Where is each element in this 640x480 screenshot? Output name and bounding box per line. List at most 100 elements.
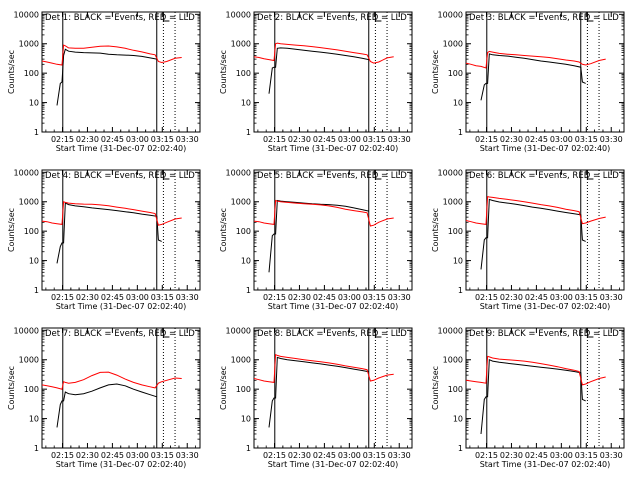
- x-axis-label: Start Time (31-Dec-07 02:02:40): [480, 144, 611, 153]
- y-tick-label: 1: [246, 286, 251, 295]
- detector-panel-8: Det 8: BLACK = Events, RED = LLD 1 10 100 10…: [219, 326, 413, 469]
- y-tick-label: 10: [241, 415, 251, 424]
- x-tick-label: 03:30: [388, 135, 411, 144]
- y-tick-label: 1000: [19, 198, 39, 207]
- detector-panel-6: Det 6: BLACK = Events, RED = LLD 1 10 100 10…: [431, 168, 625, 311]
- series-line-events: [56, 48, 157, 106]
- x-tick-label: 02:45: [525, 135, 548, 144]
- plot-frame: [253, 327, 413, 449]
- interval-bracket: [374, 171, 382, 180]
- plot-frame: [41, 169, 201, 291]
- y-tick-label: 100: [236, 69, 251, 78]
- x-axis-label: Start Time (31-Dec-07 02:02:40): [268, 144, 399, 153]
- x-tick-label: 02:45: [313, 135, 336, 144]
- x-tick-label: 03:15: [575, 451, 598, 460]
- y-tick-label: 1: [34, 444, 39, 453]
- x-tick-label: 03:30: [388, 451, 411, 460]
- y-tick-label: 100: [448, 69, 463, 78]
- y-tick-label: 10: [241, 99, 251, 108]
- panel-title: Det 1: BLACK = Events, RED = LLD: [45, 13, 195, 23]
- y-tick-label: 1: [458, 444, 463, 453]
- x-tick-label: 02:15: [263, 451, 286, 460]
- series-line-lld: [465, 195, 606, 225]
- y-tick-label: 10: [453, 257, 463, 266]
- y-tick-label: 10: [29, 99, 39, 108]
- y-tick-label: 10: [241, 257, 251, 266]
- x-tick-label: 03:00: [126, 135, 149, 144]
- y-tick-label: 1000: [231, 198, 251, 207]
- panel-title: Det 6: BLACK = Events, RED = LLD: [469, 171, 619, 181]
- x-tick-label: 03:30: [600, 451, 623, 460]
- detector-panel-5: Det 5: BLACK = Events, RED = LLD 1 10 100 10…: [219, 168, 413, 311]
- y-tick-label: 1000: [443, 198, 463, 207]
- y-axis-label: Counts/sec: [431, 50, 440, 94]
- y-tick-label: 1000: [231, 356, 251, 365]
- y-tick-label: 10000: [14, 168, 39, 177]
- y-tick-label: 10: [29, 415, 39, 424]
- x-tick-label: 02:15: [51, 135, 74, 144]
- y-axis-label: Counts/sec: [7, 50, 16, 94]
- x-tick-label: 02:15: [263, 293, 286, 302]
- y-tick-label: 1: [34, 128, 39, 137]
- detector-panel-3: Det 3: BLACK = Events, RED = LLD 1 10 100 10…: [431, 10, 625, 153]
- x-tick-label: 03:00: [338, 135, 361, 144]
- y-tick-label: 1000: [19, 40, 39, 49]
- x-tick-label: 02:30: [288, 293, 311, 302]
- y-tick-label: 10000: [438, 10, 463, 19]
- panel-title: Det 4: BLACK = Events, RED = LLD: [45, 171, 195, 181]
- plot-frame: [465, 327, 625, 449]
- x-tick-label: 02:30: [288, 135, 311, 144]
- interval-bracket: [586, 171, 594, 180]
- x-tick-label: 03:15: [575, 293, 598, 302]
- y-tick-label: 1: [34, 286, 39, 295]
- y-tick-label: 10: [29, 257, 39, 266]
- y-axis-label: Counts/sec: [7, 208, 16, 252]
- detector-panel-4: Det 4: BLACK = Events, RED = LLD 1 10 100 10…: [7, 168, 201, 311]
- x-axis-label: Start Time (31-Dec-07 02:02:40): [268, 460, 399, 469]
- y-axis-label: Counts/sec: [219, 50, 228, 94]
- series-line-lld: [465, 355, 606, 386]
- y-tick-label: 100: [448, 385, 463, 394]
- y-axis-label: Counts/sec: [431, 208, 440, 252]
- x-tick-label: 03:30: [388, 293, 411, 302]
- plot-frame: [465, 169, 625, 291]
- series-line-events: [268, 199, 369, 273]
- y-tick-label: 100: [448, 227, 463, 236]
- plot-frame: [253, 11, 413, 133]
- series-line-lld: [465, 50, 606, 69]
- plot-frame: [41, 11, 201, 133]
- x-tick-label: 03:30: [600, 135, 623, 144]
- x-tick-label: 03:00: [126, 451, 149, 460]
- x-tick-label: 02:30: [288, 451, 311, 460]
- panel-title: Det 8: BLACK = Events, RED = LLD: [257, 329, 407, 339]
- x-tick-label: 02:15: [475, 451, 498, 460]
- panel-title: Det 3: BLACK = Events, RED = LLD: [469, 13, 619, 23]
- y-tick-label: 1000: [231, 40, 251, 49]
- x-tick-label: 02:30: [76, 293, 99, 302]
- series-line-lld: [253, 42, 394, 64]
- y-tick-label: 100: [24, 69, 39, 78]
- plot-frame: [41, 327, 201, 449]
- y-tick-label: 10000: [438, 326, 463, 335]
- x-tick-label: 02:45: [313, 293, 336, 302]
- detector-panel-7: Det 7: BLACK = Events, RED = LLD 1 10 100 10…: [7, 326, 201, 469]
- x-tick-label: 02:30: [76, 135, 99, 144]
- y-tick-label: 1: [458, 286, 463, 295]
- y-tick-label: 100: [236, 227, 251, 236]
- x-tick-label: 03:30: [176, 135, 199, 144]
- y-tick-label: 1: [246, 128, 251, 137]
- x-tick-label: 02:30: [500, 293, 523, 302]
- x-axis-label: Start Time (31-Dec-07 02:02:40): [56, 144, 187, 153]
- x-axis-label: Start Time (31-Dec-07 02:02:40): [56, 302, 187, 311]
- y-tick-label: 100: [236, 385, 251, 394]
- y-axis-label: Counts/sec: [219, 366, 228, 410]
- x-axis-label: Start Time (31-Dec-07 02:02:40): [268, 302, 399, 311]
- interval-bracket: [162, 329, 170, 338]
- series-line-lld: [253, 353, 394, 383]
- panel-title: Det 5: BLACK = Events, RED = LLD: [257, 171, 407, 181]
- x-tick-label: 03:15: [363, 293, 386, 302]
- series-line-lld: [41, 44, 182, 66]
- panel-title: Det 9: BLACK = Events, RED = LLD: [469, 329, 619, 339]
- x-tick-label: 02:15: [51, 451, 74, 460]
- x-tick-label: 02:30: [500, 451, 523, 460]
